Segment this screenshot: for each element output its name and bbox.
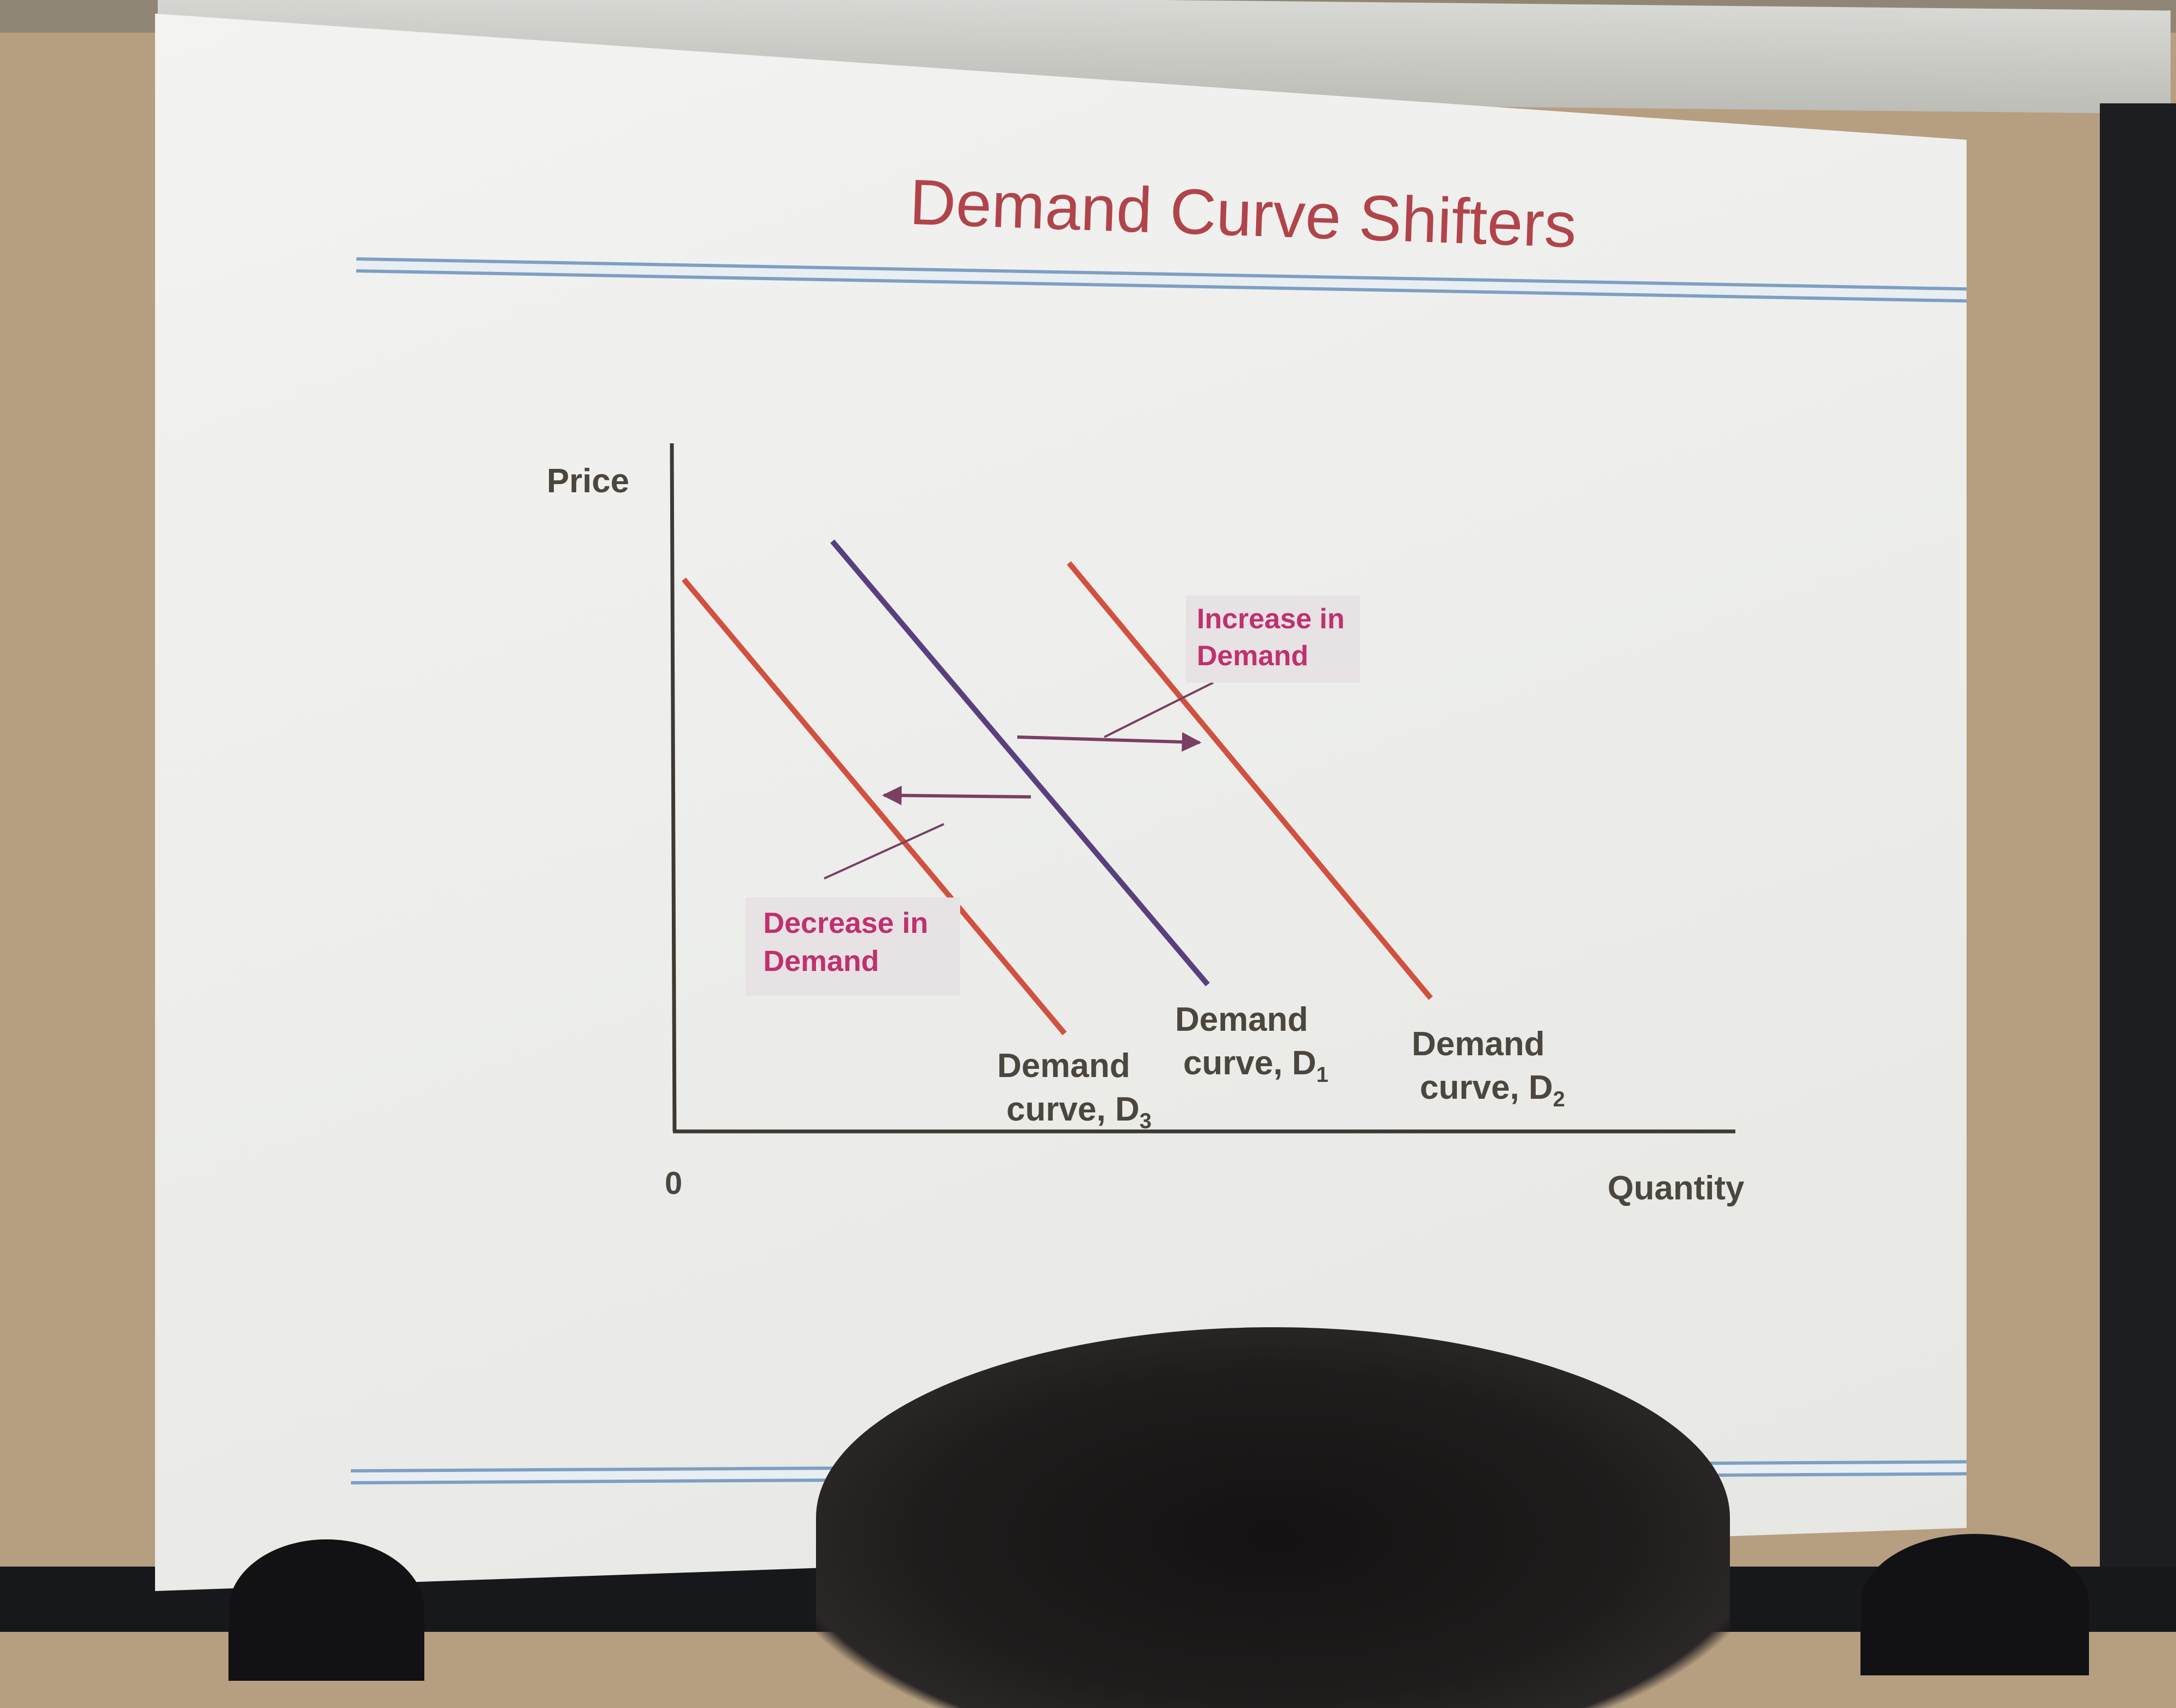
x-axis-label: Quantity [1608, 1169, 1745, 1207]
d2-label-line2: curve, D2 [1420, 1069, 1565, 1111]
audience-head-left [228, 1539, 424, 1681]
origin-label: 0 [665, 1166, 682, 1201]
increase-label-line1: Increase in [1197, 603, 1345, 635]
decrease-arrow [882, 785, 1031, 806]
d3-label-line2-text: curve, D [1006, 1091, 1140, 1128]
increase-callout-line [1104, 682, 1214, 738]
d3-subscript: 3 [1140, 1109, 1152, 1133]
demand-curve-d2 [1067, 561, 1433, 1000]
foreground-head [816, 1327, 1730, 1708]
d2-label-line1: Demand [1412, 1025, 1545, 1063]
demand-chart: Price Quantity 0 Increase in Demand Decr… [547, 443, 1745, 1207]
decrease-label-box [745, 898, 960, 995]
demand-curve-d1 [830, 539, 1210, 987]
d1-label-line2: curve, D1 [1183, 1044, 1328, 1087]
y-axis [670, 443, 677, 1132]
increase-label-box [1186, 596, 1360, 683]
d3-label-line2: curve, D3 [1006, 1091, 1152, 1133]
dark-wall [2100, 103, 2176, 1632]
projected-slide: Demand Curve Shifters Price Quantity 0 I… [155, 14, 1967, 1591]
demand-curve-d3 [682, 577, 1067, 1036]
d2-label-line2-text: curve, D [1420, 1069, 1553, 1106]
d1-label-line2-text: curve, D [1183, 1044, 1316, 1082]
d2-subscript: 2 [1553, 1087, 1565, 1111]
d1-label-line1: Demand [1175, 1001, 1308, 1038]
audience-head-right [1860, 1534, 2089, 1675]
increase-arrow [1017, 732, 1202, 752]
decrease-label-line2: Demand [763, 945, 879, 977]
decrease-callout-line [824, 823, 944, 880]
y-axis-label: Price [547, 462, 629, 500]
d3-label-line1: Demand [997, 1047, 1130, 1085]
decrease-label-line1: Decrease in [763, 907, 928, 939]
d1-subscript: 1 [1316, 1063, 1328, 1087]
increase-label-line2: Demand [1197, 640, 1308, 672]
